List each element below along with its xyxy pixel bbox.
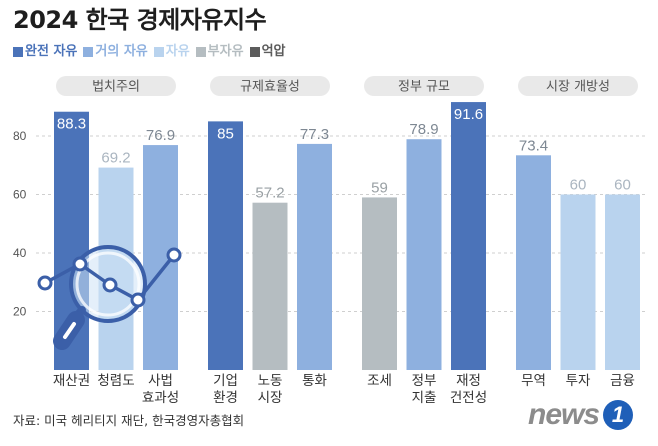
trend-point-icon <box>37 275 53 291</box>
bar <box>252 202 288 370</box>
legend-label: 자유 <box>165 44 190 59</box>
legend-label: 완전 자유 <box>25 44 78 59</box>
y-tick-label: 60 <box>13 188 27 202</box>
bar-group <box>208 121 332 370</box>
bar <box>605 194 640 370</box>
legend-swatch <box>249 47 260 57</box>
group-header-pill <box>56 76 176 96</box>
legend-item-free: 자유 <box>153 44 190 60</box>
value-label: 60 <box>570 177 587 194</box>
source-note: 자료: 미국 헤리티지 재단, 한국경영자총협회 <box>13 413 245 428</box>
category-label: 청렴도 <box>97 373 134 389</box>
logo-mark-icon: 1 <box>603 400 634 430</box>
trend-point-icon <box>130 292 146 308</box>
trend-point-icon <box>102 277 118 293</box>
value-label: 59 <box>371 179 388 196</box>
value-label: 77.3 <box>300 126 329 143</box>
category-label: 통화 <box>302 373 327 389</box>
group-header-label: 시장 개방성 <box>546 80 610 95</box>
category-label: 재정 <box>456 373 481 389</box>
bar <box>297 143 332 370</box>
magnifier-lens-ring <box>75 251 141 317</box>
legend-item-mostly-unfree: 부자유 <box>195 44 244 60</box>
legend-swatch <box>13 47 23 57</box>
group-header-label: 정부 규모 <box>398 80 450 95</box>
category-label: 금융 <box>610 373 635 389</box>
magnifier-handle-highlight <box>63 322 76 339</box>
y-tick-label: 40 <box>13 246 27 260</box>
group-header-label: 규제효율성 <box>240 80 300 95</box>
bar <box>516 155 551 370</box>
value-label: 73.4 <box>519 137 548 154</box>
category-label: 무역 <box>521 373 546 389</box>
category-label: 정부 <box>412 373 437 389</box>
logo-word: news <box>528 398 600 431</box>
category-label: 건전성 <box>450 390 487 406</box>
value-label: 57.2 <box>255 185 284 202</box>
group-header-pill <box>518 76 638 96</box>
group-header-pill <box>364 76 484 96</box>
category-label: 환경 <box>213 390 238 406</box>
category-label: 시장 <box>258 390 283 406</box>
value-label: 76.9 <box>146 127 175 144</box>
legend-label: 거의 자유 <box>95 44 148 59</box>
y-tick-label: 80 <box>13 129 27 143</box>
legend-item-repressed: 억압 <box>249 44 286 60</box>
news1-logo: news 1 <box>528 397 634 433</box>
legend-item-full-freedom: 완전 자유 <box>13 44 77 60</box>
value-label: 69.2 <box>101 150 130 167</box>
bar-layer <box>54 102 640 370</box>
bar <box>208 121 243 370</box>
legend-item-mostly-free: 거의 자유 <box>83 44 148 60</box>
legend-label: 부자유 <box>207 44 244 59</box>
category-label: 효과성 <box>142 390 179 406</box>
value-label: 60 <box>614 177 631 194</box>
bar <box>560 194 596 370</box>
category-label: 사법 <box>148 373 173 389</box>
bar <box>451 102 486 370</box>
category-label: 조세 <box>367 373 392 389</box>
value-label: 91.6 <box>454 106 483 123</box>
y-tick-label: 20 <box>13 305 27 319</box>
legend-swatch <box>83 47 94 57</box>
category-label: 기업 <box>213 373 238 389</box>
category-label: 지출 <box>412 390 437 406</box>
bar <box>406 139 442 370</box>
legend: 완전 자유 거의 자유 자유 부자유 억압 <box>13 44 285 60</box>
grid-layer: 20 40 60 80 <box>13 129 646 319</box>
chart-title: 2024 한국 경제자유지수 <box>13 6 267 34</box>
value-label: 78.9 <box>409 121 438 138</box>
group-header-pill <box>210 76 330 96</box>
trend-point-icon <box>72 256 88 272</box>
value-label: 88.3 <box>57 116 86 133</box>
value-label: 85 <box>217 125 234 142</box>
legend-swatch <box>195 47 206 57</box>
category-label: 투자 <box>566 373 591 389</box>
category-label: 노동 <box>258 373 283 389</box>
trend-point-icon <box>166 247 182 263</box>
category-label: 재산권 <box>53 373 90 389</box>
legend-swatch <box>153 47 164 57</box>
legend-label: 억압 <box>261 44 286 59</box>
magnifier-chart-illustration <box>37 245 182 350</box>
bar-group <box>362 102 486 370</box>
bar-group <box>516 155 640 370</box>
group-header-label: 법치주의 <box>92 80 140 95</box>
bar <box>362 197 397 370</box>
